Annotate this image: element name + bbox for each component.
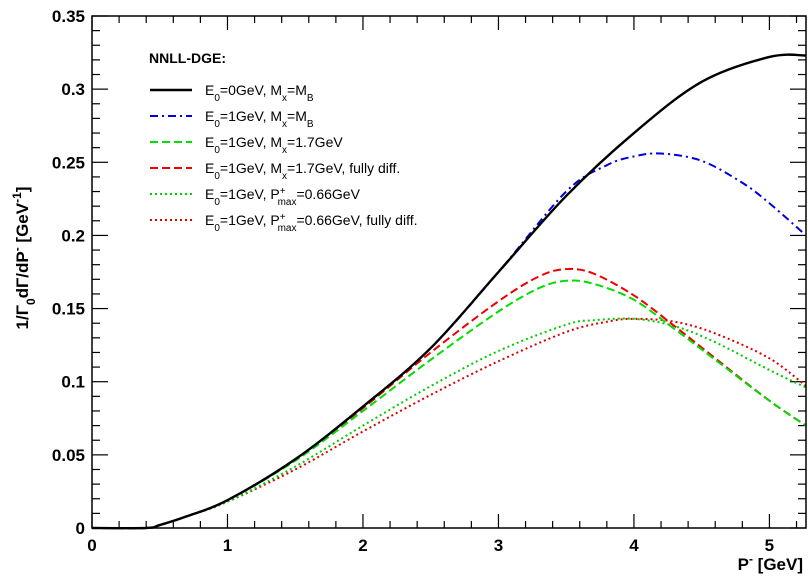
series-line-1: [91, 152, 807, 530]
y-tick-label: 0.15: [52, 300, 85, 319]
legend-label-3: E0=1GeV, Mx=1.7GeV, fully diff.: [205, 160, 400, 182]
y-tick-label: 0.35: [52, 7, 85, 26]
legend-title: NNLL-DGE:: [149, 50, 226, 66]
x-axis-title: P- [GeV]: [738, 552, 803, 574]
legend-label-2: E0=1GeV, Mx=1.7GeV: [205, 134, 343, 156]
x-tick-label: 2: [358, 536, 367, 555]
series-line-3: [91, 267, 807, 530]
axis-ticks: [91, 15, 806, 529]
tick-labels: 0 1 2 3 4 5 0 0.05 0.1 0.15 0.2 0.25 0.3 0.35: [52, 7, 774, 555]
y-tick-label: 0.25: [52, 153, 85, 172]
legend-label-0: E0=0GeV, Mx=MB: [205, 82, 314, 104]
x-tick-label: 4: [629, 536, 639, 555]
x-tick-label: 0: [87, 536, 96, 555]
y-tick-label: 0: [76, 519, 85, 538]
y-tick-label: 0.1: [61, 373, 85, 392]
y-axis-title: 1/Γ0dΓ/dP- [GeV-1]: [10, 187, 38, 330]
legend-label-5: E0=1GeV, P+ max=0.66GeV, fully diff.: [205, 212, 418, 234]
x-tick-label: 5: [765, 536, 774, 555]
series-line-5: [91, 317, 807, 530]
x-tick-label: 3: [494, 536, 503, 555]
plot-series: [91, 53, 807, 530]
y-tick-label: 0.05: [52, 446, 85, 465]
legend: NNLL-DGE: E0=0GeV, Mx=MB E0=1GeV, Mx=MB E0=…: [149, 50, 418, 234]
x-tick-label: 1: [223, 536, 232, 555]
series-line-4: [91, 317, 807, 530]
legend-label-4: E0=1GeV, P+ max=0.66GeV: [205, 186, 361, 208]
y-tick-label: 0.2: [61, 226, 85, 245]
series-line-2: [91, 279, 807, 530]
plot-frame: [91, 15, 807, 529]
y-tick-label: 0.3: [61, 80, 85, 99]
series-line-0: [91, 53, 807, 530]
legend-label-1: E0=1GeV, Mx=MB: [205, 108, 314, 130]
